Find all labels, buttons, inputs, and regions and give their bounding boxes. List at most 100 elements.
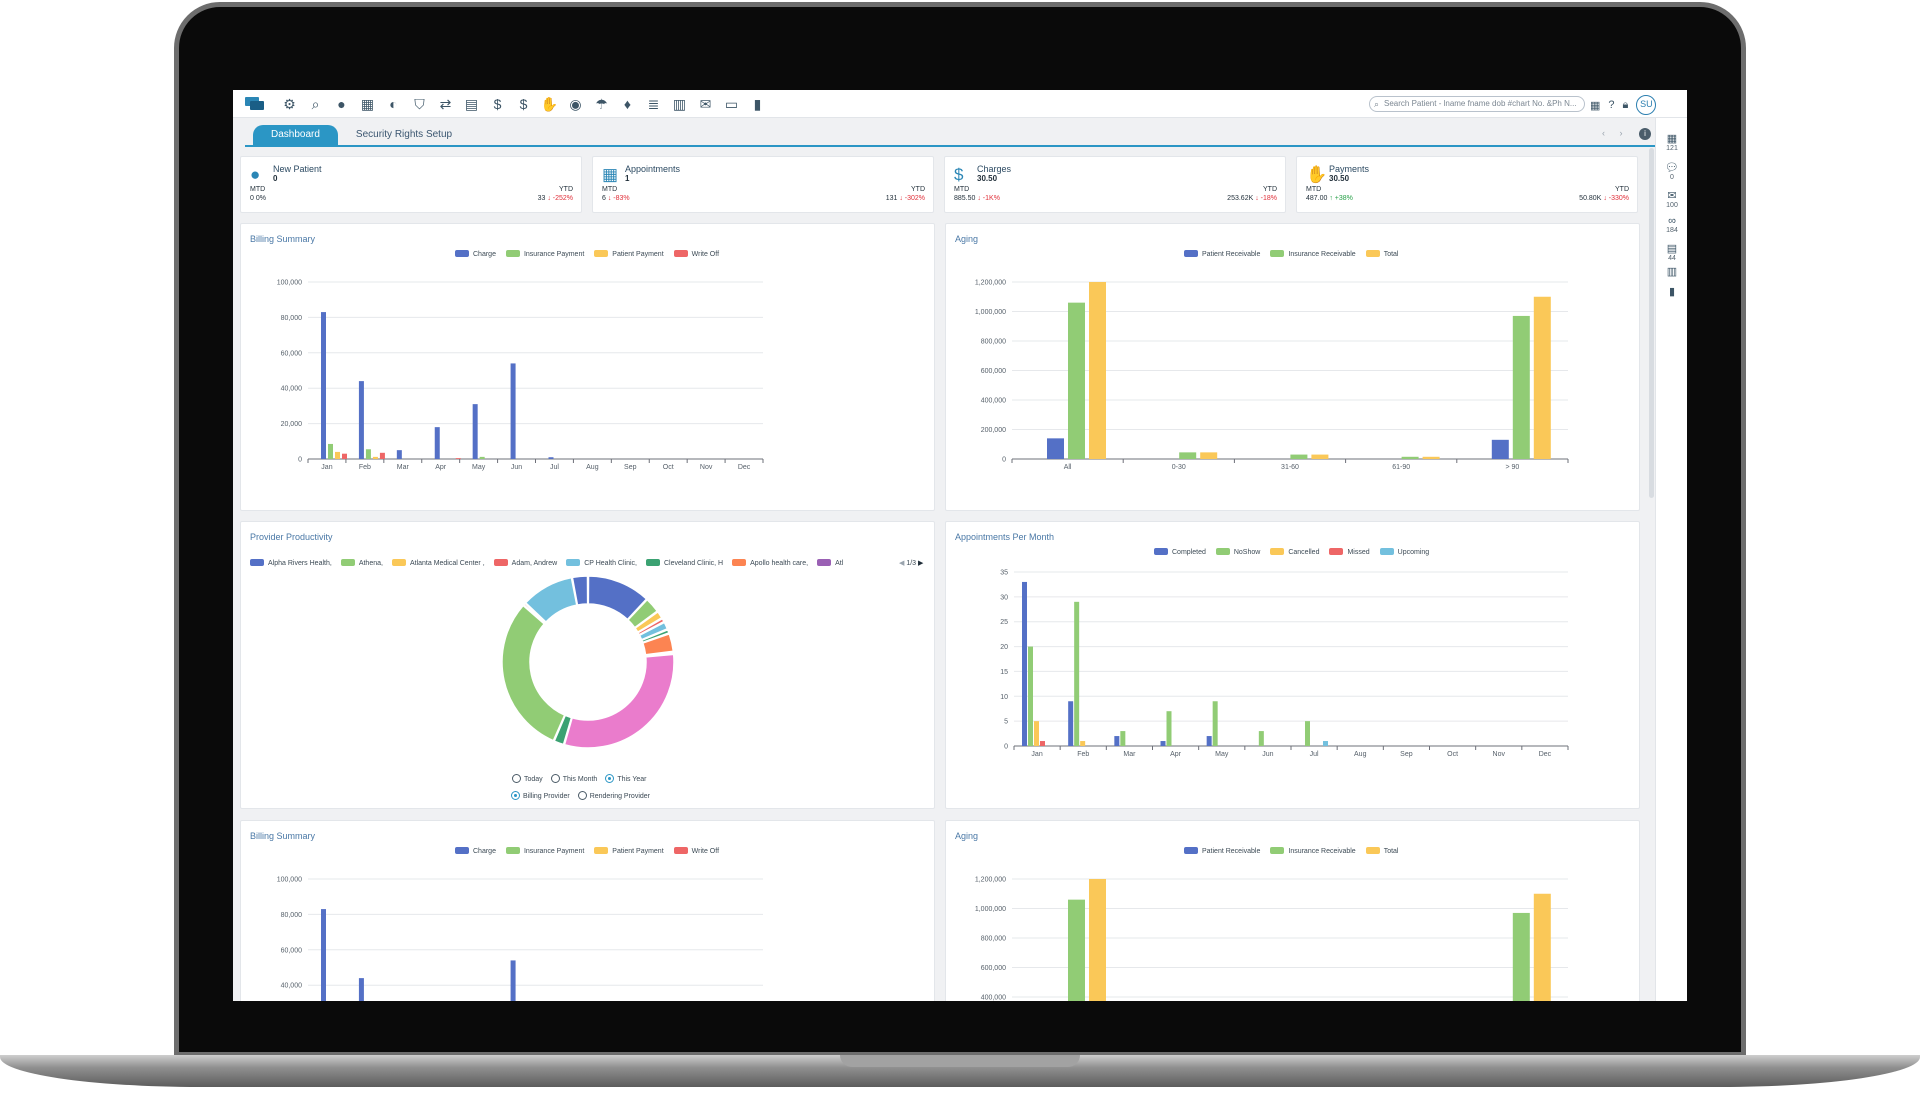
bar-charge[interactable] [358, 381, 364, 459]
bar-total[interactable] [1533, 296, 1551, 459]
bar-noshow[interactable] [1120, 731, 1126, 746]
bar-patient-receivable[interactable] [1047, 438, 1064, 459]
bar-missed[interactable] [1040, 741, 1045, 746]
user-icon[interactable]: ● [337, 96, 346, 112]
lock-icon[interactable]: 🔒︎ [1622, 98, 1629, 111]
coin-bag-icon[interactable]: ♦ [623, 96, 632, 112]
radio-today[interactable]: Today [512, 774, 543, 783]
provider-legend-item[interactable]: Atlanta Medical Center , [391, 559, 485, 567]
provider-legend-item[interactable]: Apollo health care, [732, 559, 808, 567]
legend-item[interactable]: Patient Payment [594, 250, 664, 258]
bar-total[interactable] [1200, 452, 1218, 459]
donut-slice[interactable] [571, 575, 589, 606]
bar-upcoming[interactable] [1323, 741, 1328, 746]
provider-legend-item[interactable]: Alpha Rivers Health, [250, 559, 332, 567]
bar-cancelled[interactable] [1034, 721, 1039, 746]
radio-button[interactable] [605, 774, 615, 783]
avatar[interactable]: SU [1636, 95, 1657, 115]
bar-noshow[interactable] [1212, 701, 1218, 746]
bar-completed[interactable] [1114, 736, 1120, 746]
bar-total[interactable] [1422, 456, 1440, 459]
shield-check-icon[interactable]: ⛉ [414, 96, 425, 112]
bar-charge[interactable] [548, 457, 554, 459]
bar-total[interactable] [1089, 282, 1106, 459]
legend-pager[interactable]: ◀ 1/3 ▶ [895, 559, 924, 567]
bar-insurance-payment[interactable] [479, 456, 485, 459]
legend-item[interactable]: Write Off [673, 847, 719, 855]
bar-noshow[interactable] [1074, 601, 1080, 746]
bar-charge[interactable] [321, 312, 326, 459]
radio-this-month[interactable]: This Month [550, 774, 597, 783]
bar-insurance-receivable[interactable] [1179, 452, 1197, 459]
calendar-icon[interactable]: ▦ [360, 96, 375, 112]
tab-scroll-arrows[interactable]: ‹ › [1602, 128, 1629, 138]
bar-completed[interactable] [1022, 581, 1027, 746]
stat-card-charges[interactable]: $ Charges 30.50 MTD 885.50 ↓ -1K% YTD 253.62K … [944, 156, 1286, 213]
provider-legend-item[interactable]: Atl [817, 559, 843, 567]
bar-noshow[interactable] [1305, 721, 1310, 746]
bar-insurance-receivable[interactable] [1512, 912, 1530, 1001]
info-icon[interactable]: i [1639, 128, 1651, 140]
bar-completed[interactable] [1206, 736, 1212, 746]
hands-pay-icon[interactable]: ☂ [595, 96, 608, 112]
card-transfer-icon[interactable]: ▭ [724, 96, 739, 112]
search-patient-input[interactable]: ⌕ Search Patient - lname fname dob #char… [1369, 96, 1585, 112]
radio-button[interactable] [512, 774, 521, 783]
money-bag-icon[interactable]: ◉ [569, 96, 582, 112]
rail-item-chat[interactable]: 💬︎ 0 [1656, 161, 1687, 181]
legend-item[interactable]: Write Off [673, 250, 719, 258]
mail-open-icon[interactable]: ✉ [699, 96, 712, 112]
bar-charge[interactable] [396, 450, 402, 459]
radio-this-year[interactable]: This Year [605, 774, 647, 783]
bar-completed[interactable] [1160, 741, 1166, 746]
calendar-icon[interactable]: ▦ [1590, 99, 1601, 112]
donut-slice[interactable] [587, 575, 648, 621]
bar-insurance-receivable[interactable] [1068, 899, 1085, 1001]
hand-pay-icon[interactable]: ✋ [540, 96, 559, 112]
legend-item[interactable]: Insurance Receivable [1270, 250, 1356, 258]
stat-card-appointments[interactable]: ▦ Appointments 1 MTD 6 ↓ -83% YTD 131 ↓ -302% [592, 156, 934, 213]
user-shield-icon[interactable]: ◐ [389, 96, 398, 112]
document-icon[interactable]: ▤ [464, 96, 479, 112]
provider-legend-item[interactable]: Cleveland Clinic, H [645, 559, 723, 567]
bar-total[interactable] [1311, 454, 1329, 459]
help-icon[interactable]: ? [1608, 99, 1615, 111]
donut-slice[interactable] [501, 604, 566, 742]
radio-rendering-provider[interactable]: Rendering Provider [577, 791, 650, 800]
gear-icon[interactable]: ⚙ [283, 96, 296, 112]
ledger-icon[interactable]: ▥ [672, 96, 687, 112]
bar-charge[interactable] [321, 909, 326, 1001]
bar-cancelled[interactable] [1080, 741, 1086, 746]
legend-item[interactable]: Patient Receivable [1184, 250, 1260, 258]
bar-insurance-receivable[interactable] [1512, 315, 1530, 459]
provider-legend-item[interactable]: Adam, Andrew [493, 559, 557, 567]
bar-insurance-receivable[interactable] [1290, 454, 1308, 459]
bar-noshow[interactable] [1258, 731, 1264, 746]
rail-item-clipboard[interactable]: ▥ [1656, 265, 1687, 278]
dollar-exchange-icon[interactable]: $ [519, 96, 528, 112]
bar-charge[interactable] [434, 427, 440, 459]
donut-slice[interactable] [563, 653, 675, 749]
bar-insurance-receivable[interactable] [1401, 456, 1419, 459]
bar-write-off[interactable] [342, 453, 347, 459]
app-logo-icon[interactable] [245, 96, 265, 112]
rail-item-voicemail[interactable]: ∞ 184 [1656, 215, 1687, 234]
legend-item[interactable]: Upcoming [1379, 548, 1429, 556]
bar-total[interactable] [1533, 893, 1551, 1001]
stat-card-payments[interactable]: ✋ Payments 30.50 MTD 487.00 ↑ +38% YTD 50.80K … [1296, 156, 1638, 213]
bar-noshow[interactable] [1166, 711, 1172, 746]
legend-item[interactable]: Patient Receivable [1184, 847, 1260, 855]
bar-insurance-receivable[interactable] [1068, 302, 1085, 459]
legend-prev-icon[interactable]: ◀ [899, 560, 905, 567]
bar-write-off[interactable] [379, 452, 385, 459]
legend-item[interactable]: NoShow [1215, 548, 1260, 556]
radio-button[interactable] [511, 791, 520, 800]
bar-patient-payment[interactable] [335, 451, 340, 459]
legend-item[interactable]: Total [1365, 847, 1399, 855]
radio-billing-provider[interactable]: Billing Provider [511, 791, 570, 800]
bar-insurance-payment[interactable] [328, 443, 333, 459]
stat-card-new-patient[interactable]: ● New Patient 0 MTD 0 0% YTD 33 ↓ -252% [240, 156, 582, 213]
bar-noshow[interactable] [1028, 646, 1033, 746]
legend-item[interactable]: Insurance Payment [505, 250, 584, 258]
radio-button[interactable] [577, 791, 587, 800]
